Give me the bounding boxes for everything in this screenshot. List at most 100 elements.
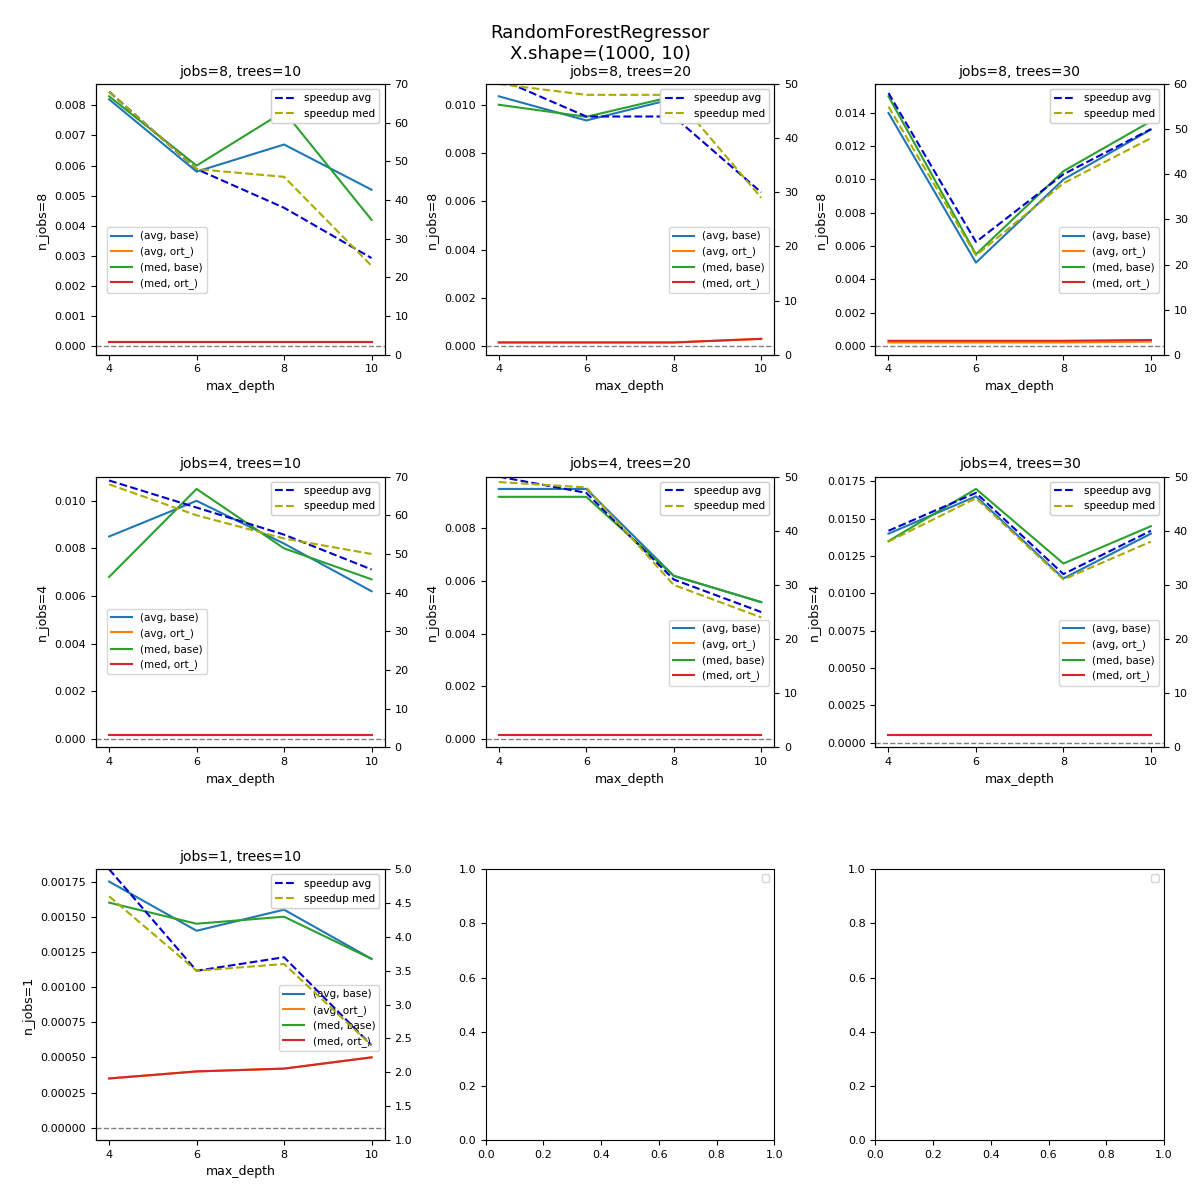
X-axis label: max_depth: max_depth [205,1165,275,1178]
speedup med [754,611,768,625]
(med, ort_) [1056,334,1070,348]
(avg, base) [881,106,895,120]
Y-axis label: n_jobs=4: n_jobs=4 [426,583,439,641]
(avg, base) [492,89,506,103]
speedup med [580,88,594,102]
(avg, base) [754,595,768,610]
(med, ort_) [754,331,768,346]
Line: (med, base): (med, base) [109,96,372,220]
speedup med [365,547,379,562]
speedup avg [102,473,116,487]
(med, base) [1144,114,1158,128]
Y-axis label: n_jobs=8: n_jobs=8 [426,191,439,248]
Y-axis label: n_jobs=4: n_jobs=4 [36,583,49,641]
(med, ort_) [881,728,895,743]
Legend: speedup avg, speedup med: speedup avg, speedup med [1050,89,1159,122]
Line: speedup med: speedup med [109,91,372,266]
(avg, ort_) [968,728,983,743]
(avg, base) [1056,571,1070,586]
speedup avg [968,486,983,500]
(avg, ort_) [754,728,768,743]
speedup avg [968,235,983,250]
Title: jobs=1, trees=10: jobs=1, trees=10 [179,850,301,864]
speedup avg [190,162,204,176]
(med, base) [492,97,506,112]
Line: speedup avg: speedup avg [109,869,372,1045]
Legend:  [1151,874,1159,882]
(med, ort_) [881,334,895,348]
(med, base) [1056,164,1070,179]
(avg, ort_) [881,728,895,743]
(avg, base) [754,90,768,104]
(avg, ort_) [666,335,680,349]
(med, ort_) [190,335,204,349]
(med, ort_) [190,728,204,743]
(med, ort_) [968,334,983,348]
speedup avg [1056,167,1070,181]
(med, base) [190,481,204,496]
speedup med [365,1038,379,1052]
speedup avg [666,572,680,587]
(avg, base) [102,875,116,889]
(med, base) [881,534,895,548]
(avg, base) [277,902,292,917]
Line: speedup med: speedup med [499,482,761,618]
(med, base) [968,481,983,496]
Legend: (avg, base), (avg, ort_), (med, base), (med, ort_): (avg, base), (avg, ort_), (med, base), (… [107,227,208,293]
speedup med [1056,572,1070,587]
Line: (avg, base): (avg, base) [888,497,1151,578]
(avg, base) [277,536,292,551]
(avg, ort_) [754,331,768,346]
(avg, base) [968,490,983,504]
(avg, base) [492,481,506,496]
speedup avg [881,523,895,538]
Line: (med, ort_): (med, ort_) [109,1057,372,1079]
speedup med [102,478,116,492]
speedup avg [277,950,292,965]
(med, ort_) [277,1062,292,1076]
Legend: (avg, base), (avg, ort_), (med, base), (med, ort_): (avg, base), (avg, ort_), (med, base), (… [668,619,769,685]
Title: jobs=4, trees=30: jobs=4, trees=30 [959,457,1081,472]
Legend: (avg, base), (avg, ort_), (med, base), (med, ort_): (avg, base), (avg, ort_), (med, base), (… [1058,227,1159,293]
speedup med [1144,534,1158,548]
Legend: speedup avg, speedup med: speedup avg, speedup med [660,482,769,515]
(avg, ort_) [492,728,506,743]
(avg, ort_) [277,1062,292,1076]
speedup avg [365,1038,379,1052]
Title: jobs=4, trees=10: jobs=4, trees=10 [179,457,301,472]
speedup avg [1144,523,1158,538]
Line: (avg, ort_): (avg, ort_) [499,338,761,342]
speedup med [1056,176,1070,191]
(avg, base) [365,584,379,599]
(med, base) [881,89,895,103]
speedup med [190,508,204,522]
(med, ort_) [580,728,594,743]
(avg, base) [881,527,895,541]
(med, ort_) [102,728,116,743]
Line: (avg, base): (avg, base) [888,113,1151,263]
speedup avg [277,200,292,215]
(avg, ort_) [277,335,292,349]
(med, ort_) [968,728,983,743]
(avg, base) [666,569,680,583]
Line: (avg, base): (avg, base) [109,500,372,592]
(avg, base) [580,113,594,127]
(med, base) [580,490,594,504]
(med, base) [1056,557,1070,571]
(avg, ort_) [102,335,116,349]
Line: speedup avg: speedup avg [888,493,1151,574]
Line: speedup med: speedup med [109,485,372,554]
speedup avg [666,109,680,124]
speedup med [102,84,116,98]
(avg, ort_) [190,728,204,743]
(med, ort_) [754,728,768,743]
(avg, ort_) [190,335,204,349]
Y-axis label: n_jobs=4: n_jobs=4 [809,583,821,641]
speedup med [1144,131,1158,145]
X-axis label: max_depth: max_depth [985,773,1055,786]
(avg, base) [968,256,983,270]
(avg, base) [1144,122,1158,137]
Legend: (avg, base), (avg, ort_), (med, base), (med, ort_): (avg, base), (avg, ort_), (med, base), (… [280,985,379,1051]
(med, ort_) [492,728,506,743]
(avg, ort_) [492,335,506,349]
